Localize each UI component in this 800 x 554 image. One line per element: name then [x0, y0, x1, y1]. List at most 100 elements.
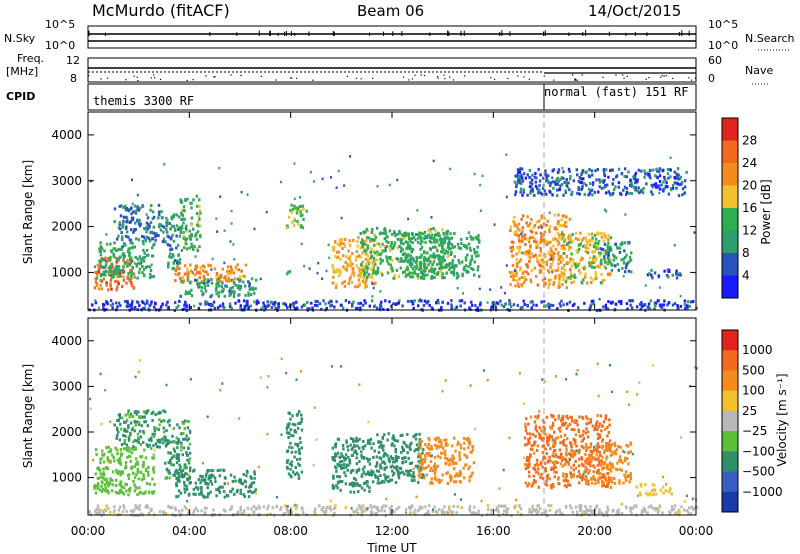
- heatmap-cell: [570, 192, 573, 196]
- heatmap-cell: [387, 432, 390, 436]
- heatmap-cell: [148, 265, 152, 269]
- heatmap-cell: [343, 280, 346, 284]
- heatmap-cell: [518, 171, 522, 174]
- heatmap-cell: [187, 493, 191, 497]
- heatmap-cell: [390, 266, 393, 270]
- heatmap-cell: [611, 465, 615, 469]
- heatmap-cell: [512, 278, 516, 282]
- heatmap-cell: [138, 491, 142, 495]
- heatmap-cell: [537, 191, 540, 195]
- heatmap-cell: [166, 219, 169, 223]
- heatmap-cell: [432, 245, 435, 249]
- heatmap-cell: [572, 468, 576, 472]
- heatmap-cell: [652, 493, 655, 496]
- heatmap-cell: [408, 271, 412, 275]
- heatmap-cell: [297, 222, 300, 226]
- heatmap-cell: [546, 441, 549, 445]
- heatmap-cell: [196, 271, 199, 275]
- heatmap-cell: [554, 442, 557, 445]
- heatmap-cell: [438, 267, 441, 271]
- heatmap-cell: [217, 277, 221, 281]
- heatmap-cell: [542, 300, 546, 303]
- heatmap-cell: [565, 179, 568, 183]
- heatmap-cell: [165, 221, 168, 225]
- heatmap-cell: [174, 470, 177, 474]
- heatmap-cell: [556, 188, 559, 192]
- heatmap-cell: [199, 233, 202, 237]
- heatmap-cell: [602, 180, 605, 184]
- heatmap-cell: [509, 225, 513, 229]
- heatmap-cell: [433, 234, 437, 237]
- heatmap-cell: [288, 270, 291, 274]
- heatmap-cell: [533, 463, 537, 467]
- heatmap-cell: [590, 169, 594, 173]
- heatmap-cell: [255, 278, 258, 282]
- heatmap-cell: [574, 231, 578, 235]
- heatmap-cell: [106, 481, 110, 485]
- heatmap-cell: [371, 262, 374, 266]
- heatmap-cell: [449, 479, 452, 483]
- heatmap-cell: [556, 176, 560, 180]
- heatmap-cell: [151, 410, 155, 414]
- heatmap-cell: [591, 450, 594, 454]
- heatmap-cell: [545, 242, 549, 246]
- heatmap-cell: [273, 300, 277, 304]
- heatmap-cell: [453, 232, 456, 235]
- heatmap-cell: [368, 304, 371, 308]
- heatmap-cell: [562, 479, 566, 483]
- heatmap-cell: [378, 252, 381, 256]
- heatmap-cell: [344, 465, 348, 469]
- heatmap-cell: [96, 487, 99, 490]
- heatmap-cell: [537, 432, 541, 436]
- heatmap-cell: [384, 229, 387, 233]
- heatmap-cell: [431, 481, 434, 485]
- heatmap-cell: [387, 240, 390, 244]
- heatmap-cell: [436, 272, 439, 276]
- heatmap-cell: [570, 264, 573, 268]
- heatmap-cell: [376, 226, 379, 230]
- heatmap-cell: [596, 448, 599, 452]
- heatmap-cell: [607, 273, 610, 277]
- heatmap-cell: [643, 169, 646, 173]
- heatmap-cell: [653, 271, 657, 275]
- heatmap-cell: [528, 456, 531, 460]
- heatmap-cell: [610, 168, 613, 172]
- heatmap-cell: [118, 221, 121, 225]
- heatmap-cell: [200, 267, 203, 271]
- heatmap-cell: [293, 204, 296, 208]
- heatmap-cell: [349, 275, 352, 279]
- colorbar-segment: [722, 163, 738, 186]
- heatmap-cell: [556, 461, 559, 465]
- heatmap-cell: [529, 280, 533, 284]
- heatmap-cell: [450, 243, 454, 247]
- nave-dot: [296, 77, 298, 79]
- heatmap-cell: [407, 234, 410, 238]
- heatmap-cell: [675, 269, 678, 273]
- heatmap-cell: [146, 445, 150, 449]
- heatmap-cell: [394, 234, 397, 238]
- heatmap-cell: [412, 306, 415, 310]
- heatmap-cell: [447, 242, 450, 246]
- heatmap-cell: [601, 248, 605, 251]
- heatmap-cell: [212, 474, 215, 478]
- heatmap-cell: [558, 236, 561, 239]
- heatmap-cell: [629, 258, 633, 262]
- heatmap-cell: [345, 254, 348, 258]
- heatmap-cell: [120, 248, 123, 251]
- heatmap-cell: [399, 434, 402, 438]
- heatmap-cell: [592, 299, 595, 303]
- heatmap-cell: [589, 464, 592, 468]
- heatmap-cell: [123, 428, 126, 431]
- heatmap-cell: [596, 442, 600, 446]
- heatmap-cell: [673, 302, 677, 306]
- heatmap-cell: [301, 226, 305, 230]
- heatmap-cell: [491, 301, 494, 305]
- heatmap-cell: [119, 480, 122, 484]
- heatmap-cell: [560, 246, 563, 250]
- heatmap-cell: [427, 442, 430, 446]
- heatmap-cell: [460, 242, 463, 245]
- heatmap-cell: [552, 186, 555, 190]
- heatmap-cell: [339, 242, 343, 245]
- heatmap-cell: [589, 276, 592, 280]
- heatmap-cell: [126, 304, 130, 308]
